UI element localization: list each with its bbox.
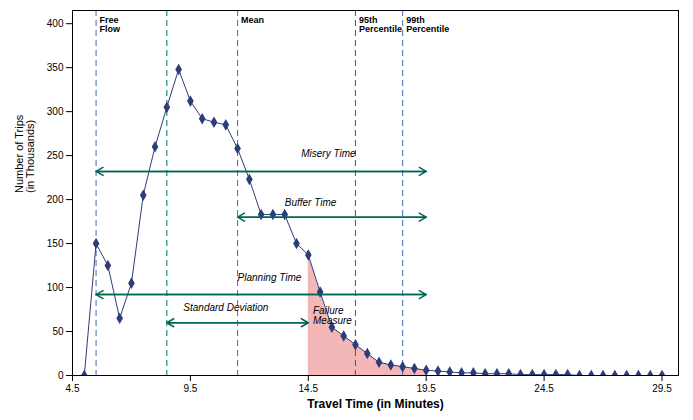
svg-text:Number of Trips(in Thousands): Number of Trips(in Thousands): [13, 114, 36, 193]
svg-text:200: 200: [47, 194, 64, 205]
svg-text:4.5: 4.5: [66, 383, 80, 394]
svg-text:29.5: 29.5: [652, 383, 672, 394]
svg-text:Standard Deviation: Standard Deviation: [183, 302, 268, 313]
svg-text:19.5: 19.5: [416, 383, 436, 394]
svg-text:Mean: Mean: [241, 15, 264, 25]
svg-text:250: 250: [47, 150, 64, 161]
svg-text:300: 300: [47, 106, 64, 117]
svg-text:99thPercentile: 99thPercentile: [406, 15, 449, 34]
svg-text:0: 0: [58, 370, 64, 381]
svg-text:FailureMeasure: FailureMeasure: [313, 305, 352, 326]
svg-text:9.5: 9.5: [183, 383, 197, 394]
svg-text:95thPercentile: 95thPercentile: [359, 15, 402, 34]
svg-text:Misery Time: Misery Time: [301, 148, 356, 159]
svg-text:100: 100: [47, 282, 64, 293]
svg-text:150: 150: [47, 238, 64, 249]
svg-text:24.5: 24.5: [534, 383, 554, 394]
svg-text:Travel Time (in Minutes): Travel Time (in Minutes): [307, 397, 443, 411]
svg-text:50: 50: [52, 326, 64, 337]
svg-text:Planning Time: Planning Time: [238, 272, 302, 283]
svg-text:400: 400: [47, 18, 64, 29]
svg-text:Buffer Time: Buffer Time: [285, 197, 337, 208]
svg-text:350: 350: [47, 62, 64, 73]
svg-text:14.5: 14.5: [299, 383, 319, 394]
svg-text:FreeFlow: FreeFlow: [100, 15, 121, 34]
